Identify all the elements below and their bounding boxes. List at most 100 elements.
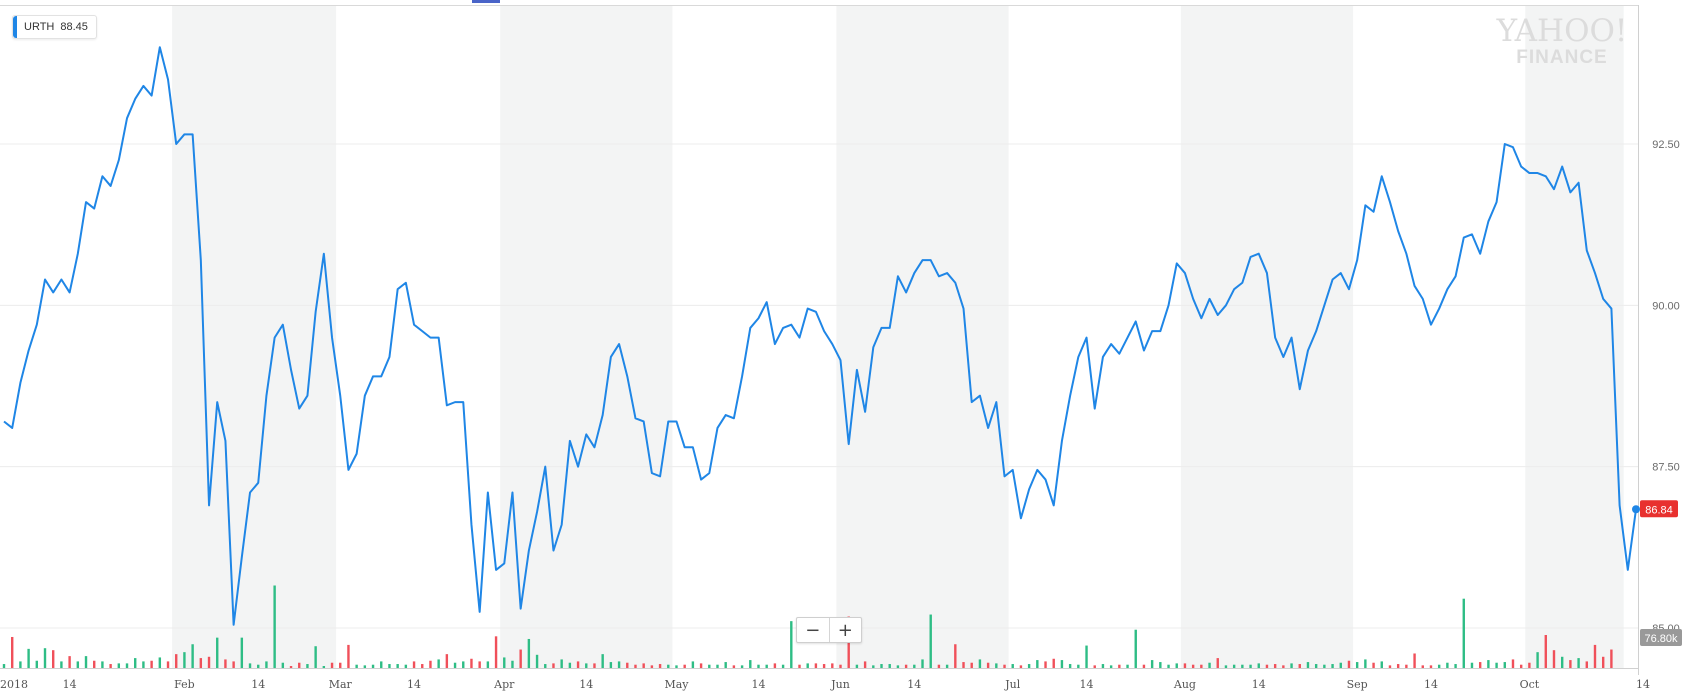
series-legend[interactable]: URTH 88.45 (12, 15, 97, 39)
volume-bars (2, 585, 1613, 668)
volume-bar (1085, 645, 1088, 668)
volume-bar (593, 663, 596, 668)
volume-bar (1208, 662, 1211, 668)
volume-bar (896, 665, 900, 668)
volume-bar (773, 663, 777, 668)
volume-bar (1216, 658, 1219, 668)
volume-bar (388, 664, 391, 668)
x-tick-label: 14 (1080, 678, 1094, 691)
volume-bar (183, 652, 186, 668)
volume-bar (248, 663, 252, 668)
volume-bar (699, 663, 703, 668)
last-price-badge: 86.84 (1640, 500, 1678, 518)
volume-bar (281, 662, 285, 668)
zoom-out-button[interactable]: − (805, 619, 821, 641)
volume-bar (1388, 665, 1392, 668)
volume-bar (11, 636, 14, 668)
volume-bar (535, 654, 539, 668)
volume-bar (650, 665, 654, 668)
volume-bar (1273, 664, 1277, 668)
volume-bar (642, 663, 645, 668)
volume-bar (224, 659, 227, 668)
legend-value: 88.45 (60, 21, 88, 33)
volume-bar (1487, 660, 1490, 668)
volume-bar (134, 658, 137, 668)
volume-bar (1355, 662, 1359, 668)
volume-bar (757, 664, 760, 668)
volume-bar (158, 657, 162, 668)
volume-bar (1068, 664, 1072, 668)
volume-bar (560, 659, 563, 668)
volume-bar (437, 659, 440, 668)
volume-bar (470, 658, 473, 668)
volume-bar (1552, 650, 1556, 668)
legend-symbol: URTH (24, 21, 55, 33)
month-band (1180, 6, 1354, 668)
volume-bar (1265, 664, 1269, 668)
month-band (172, 6, 337, 668)
volume-bar (1323, 664, 1326, 668)
volume-bar (1314, 664, 1318, 668)
volume-bar (273, 585, 276, 668)
volume-bar (617, 661, 621, 668)
y-tick-label: 87.50 (1652, 462, 1680, 474)
volume-bar (724, 662, 727, 668)
volume-bar (765, 664, 768, 668)
volume-bar (634, 664, 637, 668)
month-band (1525, 6, 1624, 668)
volume-bar (150, 660, 153, 668)
volume-bar (101, 661, 104, 668)
volume-bar (1257, 663, 1260, 668)
volume-bar (1011, 664, 1014, 668)
x-tick-label: 14 (407, 678, 421, 691)
volume-bar (2, 664, 6, 668)
volume-bar (552, 663, 555, 668)
x-tick-label: 14 (579, 678, 593, 691)
volume-bar (913, 664, 916, 668)
volume-bar (1200, 664, 1203, 668)
volume-bar (1052, 658, 1055, 668)
x-tick-label: 14 (251, 678, 265, 691)
volume-bar (1503, 662, 1506, 668)
volume-bar (93, 660, 96, 668)
x-tick-label: Apr (493, 678, 515, 691)
x-tick-label: 14 (907, 678, 921, 691)
last-price-badge-text: 86.84 (1645, 504, 1673, 516)
volume-bar (1093, 665, 1096, 668)
volume-bar (1577, 658, 1580, 668)
volume-badge: 76.80k (1640, 629, 1682, 646)
volume-bar (1298, 664, 1301, 668)
volume-bar (1569, 660, 1572, 668)
yahoo-finance-logo: YAHOO! FINANCE (1492, 16, 1632, 68)
volume-bar (1126, 664, 1129, 668)
volume-bar (609, 662, 613, 668)
volume-bar (330, 662, 334, 668)
volume-bar (527, 638, 531, 668)
volume-bar (978, 659, 982, 668)
volume-bar (781, 664, 785, 668)
volume-bar (371, 664, 375, 668)
volume-bar (355, 664, 358, 668)
volume-bar (814, 663, 818, 668)
volume-bar (1306, 662, 1310, 668)
volume-bar (1610, 649, 1613, 668)
volume-bar (888, 664, 891, 668)
volume-badge-text: 76.80k (1644, 633, 1678, 645)
volume-bar (1560, 656, 1564, 668)
volume-bar (1331, 664, 1334, 668)
volume-bar (904, 664, 908, 668)
volume-bar (1519, 664, 1523, 668)
x-tick-label: Aug (1173, 678, 1196, 691)
volume-bar (363, 665, 367, 668)
volume-bar (1347, 660, 1351, 668)
x-tick-label: Mar (329, 678, 353, 691)
volume-bar (675, 665, 678, 668)
volume-bar (289, 666, 293, 668)
volume-bar (1109, 665, 1113, 668)
volume-bar (740, 665, 744, 668)
volume-bar (429, 660, 432, 668)
zoom-in-button[interactable]: + (837, 619, 853, 641)
volume-bar (1077, 664, 1080, 668)
volume-bar (380, 661, 383, 668)
